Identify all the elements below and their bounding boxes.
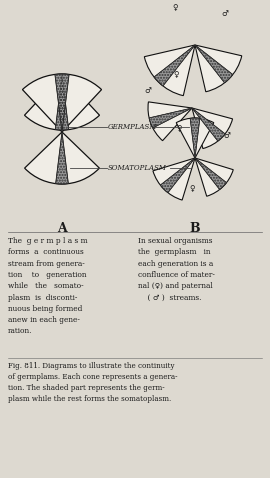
Wedge shape [148, 102, 192, 141]
Wedge shape [190, 118, 200, 158]
Text: ♀: ♀ [172, 2, 178, 11]
Wedge shape [153, 158, 195, 200]
Wedge shape [192, 108, 232, 149]
Wedge shape [195, 45, 242, 92]
Text: ♂: ♂ [224, 131, 230, 141]
Text: ♂: ♂ [144, 86, 151, 95]
Wedge shape [195, 158, 233, 196]
Text: ♀: ♀ [176, 123, 182, 132]
Wedge shape [176, 118, 214, 158]
Wedge shape [195, 158, 227, 189]
Wedge shape [55, 75, 69, 130]
Wedge shape [149, 108, 192, 128]
Text: ♀: ♀ [189, 184, 195, 193]
Wedge shape [195, 45, 233, 83]
Wedge shape [55, 74, 69, 132]
Text: GERMPLASM: GERMPLASM [108, 123, 157, 131]
Text: B: B [190, 222, 200, 235]
Wedge shape [22, 74, 102, 132]
Wedge shape [25, 75, 100, 130]
Text: ♀: ♀ [173, 69, 179, 78]
Wedge shape [144, 45, 195, 96]
Text: ♂: ♂ [222, 9, 228, 18]
Wedge shape [154, 45, 195, 86]
Wedge shape [160, 158, 195, 193]
Text: In sexual organisms
the  germplasm   in
each generation is a
confluence of mater: In sexual organisms the germplasm in eac… [138, 237, 215, 302]
Wedge shape [56, 132, 68, 184]
Text: A: A [57, 222, 67, 235]
Wedge shape [25, 132, 99, 184]
Text: SOMATOPLASM: SOMATOPLASM [108, 164, 167, 172]
Text: The  g e r m p l a s m
forms  a  continuous
stream from genera-
tion    to   gen: The g e r m p l a s m forms a continuous… [8, 237, 88, 336]
Text: Fig. 811. Diagrams to illustrate the continuity
of germplams. Each cone represen: Fig. 811. Diagrams to illustrate the con… [8, 362, 177, 403]
Wedge shape [192, 108, 225, 141]
